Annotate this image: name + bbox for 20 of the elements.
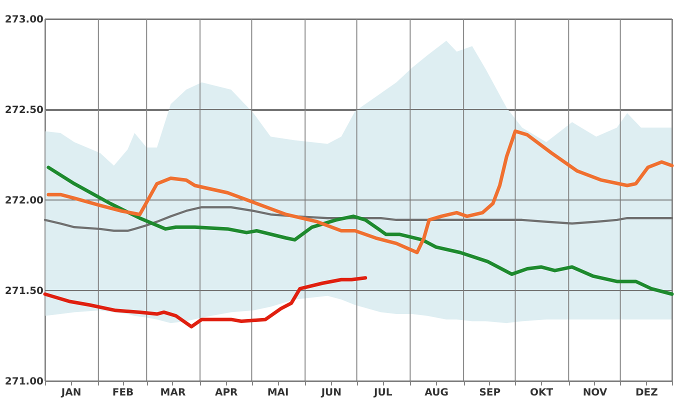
x-tick-label: DEZ — [635, 388, 658, 398]
y-tick-label: 271.00 — [4, 376, 44, 388]
y-tick-label: 272.00 — [4, 196, 44, 206]
x-tick-label: JUN — [320, 388, 342, 398]
line-series — [44, 206, 674, 232]
x-tick-label: JUL — [373, 388, 393, 398]
x-tick-label: OKT — [530, 388, 554, 398]
x-tick-label: FEB — [112, 388, 134, 398]
x-tick-label: SEP — [479, 388, 501, 398]
x-tick-label: NOV — [582, 388, 608, 398]
y-tick-label: 272.50 — [4, 105, 44, 116]
y-tick-label: 273.00 — [4, 14, 44, 26]
line-series — [46, 129, 674, 254]
x-tick-label: MAR — [160, 388, 186, 398]
y-tick-label: 271.50 — [4, 286, 44, 297]
x-tick-label: JAN — [60, 388, 82, 398]
line-series — [43, 276, 368, 328]
x-tick-label: APR — [214, 388, 238, 398]
x-tick-label: AUG — [424, 388, 448, 398]
x-tick-label: MAI — [267, 388, 289, 398]
